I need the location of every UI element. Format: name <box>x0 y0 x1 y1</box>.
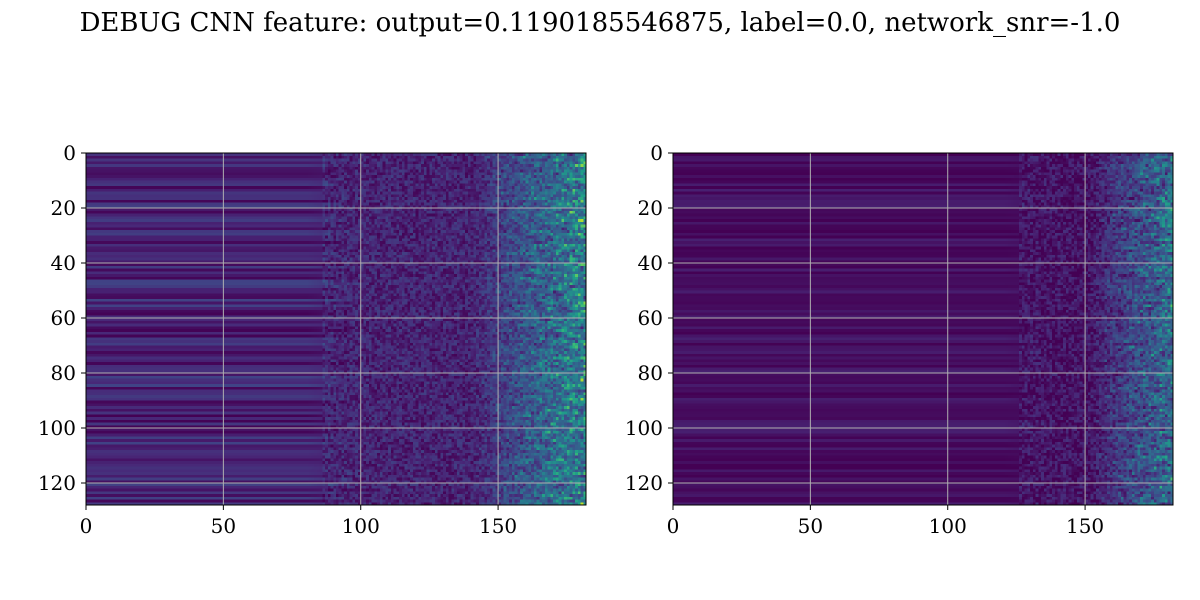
y-tick-label: 0 <box>63 141 76 165</box>
x-tick-label: 100 <box>929 514 967 538</box>
y-tick-label: 0 <box>650 141 663 165</box>
heatmap-image <box>86 153 586 505</box>
x-tick-label: 150 <box>479 514 517 538</box>
x-tick-label: 50 <box>211 514 236 538</box>
y-tick-label: 80 <box>51 361 76 385</box>
y-tick-label: 120 <box>625 471 663 495</box>
x-tick-label: 150 <box>1066 514 1104 538</box>
y-tick-label: 60 <box>51 306 76 330</box>
y-tick-label: 60 <box>638 306 663 330</box>
x-tick-label: 50 <box>798 514 823 538</box>
y-tick-label: 40 <box>638 251 663 275</box>
y-tick-label: 20 <box>638 196 663 220</box>
y-tick-label: 80 <box>638 361 663 385</box>
axes-frame <box>85 152 587 506</box>
y-tick-label: 100 <box>625 416 663 440</box>
x-tick-label: 0 <box>80 514 93 538</box>
heatmap-panel-left: 0 50 100 150 0 20 40 60 80 100 120 <box>38 141 587 538</box>
figure-title: DEBUG CNN feature: output=0.119018554687… <box>79 8 1121 38</box>
y-tick-label: 40 <box>51 251 76 275</box>
y-tick-label: 20 <box>51 196 76 220</box>
heatmap-panel-right: 0 50 100 150 0 20 40 60 80 100 120 <box>625 141 1174 538</box>
y-tick-label: 120 <box>38 471 76 495</box>
axes-frame <box>672 152 1174 506</box>
y-tick-label: 100 <box>38 416 76 440</box>
x-tick-label: 100 <box>342 514 380 538</box>
heatmap-image <box>673 153 1173 505</box>
x-tick-label: 0 <box>667 514 680 538</box>
